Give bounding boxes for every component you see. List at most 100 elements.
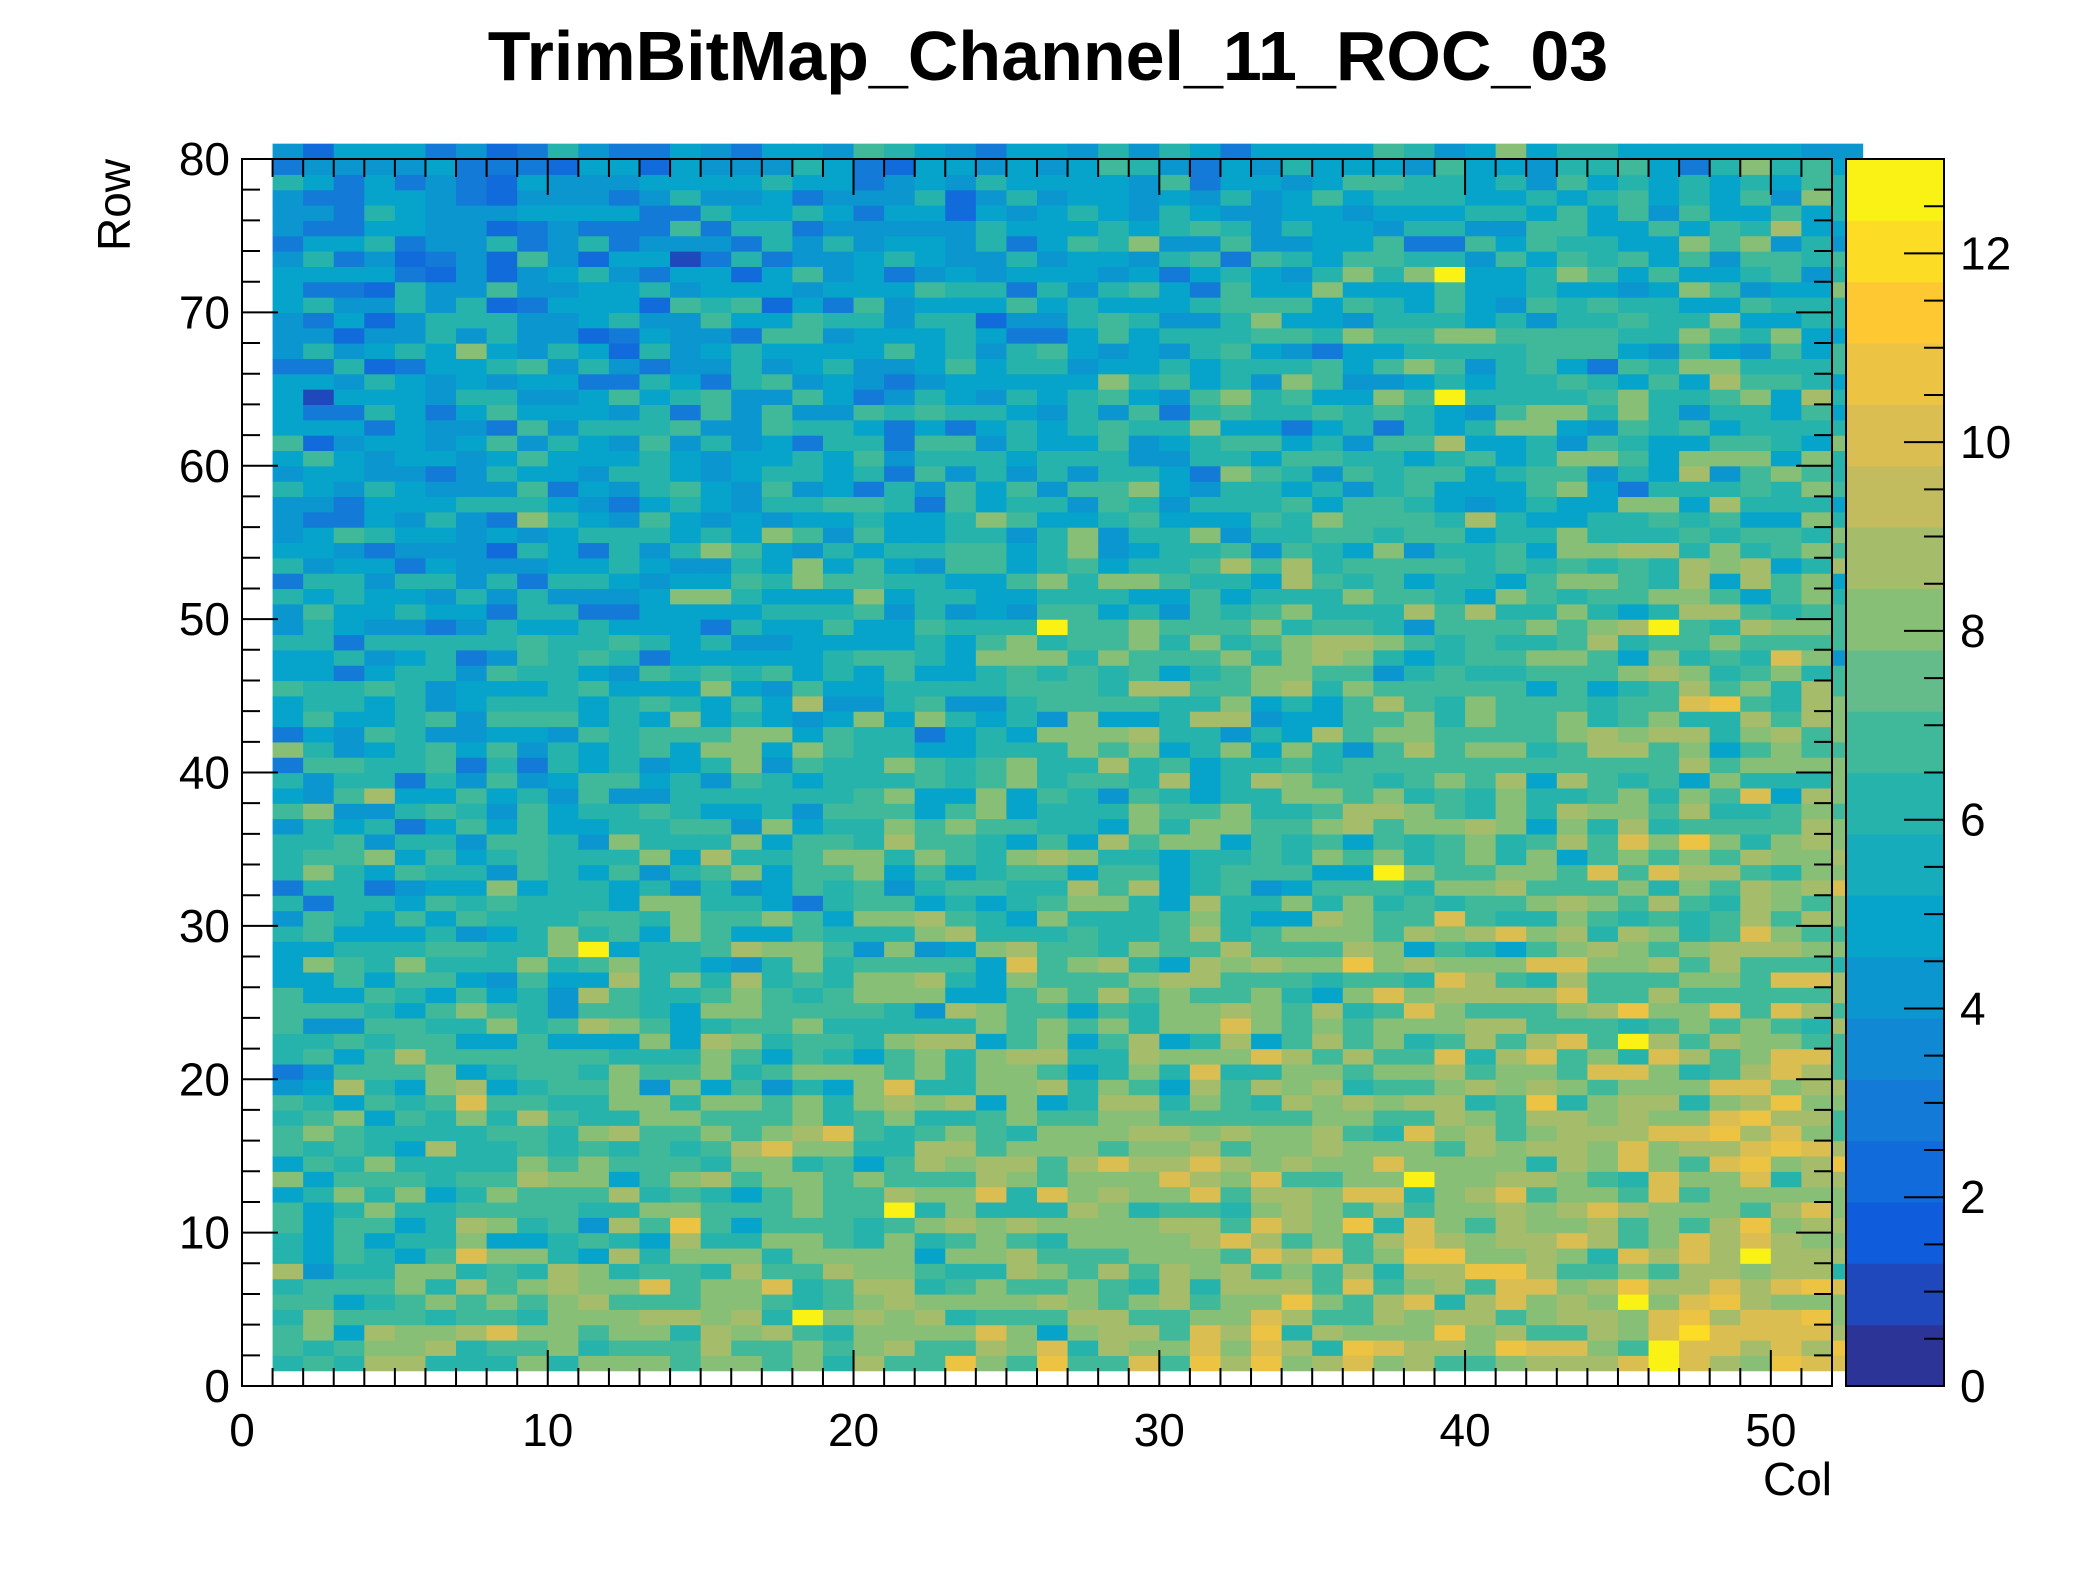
heatmap-cell: [425, 235, 457, 252]
heatmap-cell: [1098, 220, 1130, 237]
heatmap-cell: [1098, 818, 1130, 835]
heatmap-cell: [1679, 849, 1711, 866]
heatmap-cell: [1801, 864, 1833, 881]
heatmap-cell: [822, 695, 855, 712]
heatmap-cell: [1465, 389, 1497, 405]
heatmap-cell: [1495, 481, 1527, 498]
heatmap-cell: [1434, 971, 1466, 988]
heatmap-cell: [1587, 1309, 1619, 1326]
heatmap-cell: [1617, 1232, 1650, 1249]
heatmap-cell: [1556, 419, 1588, 436]
heatmap-cell: [1373, 1232, 1405, 1249]
heatmap-cell: [1434, 220, 1466, 237]
heatmap-cell: [1709, 1002, 1741, 1019]
heatmap-cell: [1465, 619, 1497, 636]
heatmap-cell: [884, 1355, 916, 1372]
heatmap-cell: [425, 358, 457, 375]
heatmap-cell: [1403, 956, 1436, 973]
heatmap-cell: [333, 373, 365, 390]
heatmap-cell: [364, 573, 396, 590]
heatmap-cell: [1709, 910, 1741, 927]
heatmap-cell: [670, 971, 702, 988]
heatmap-cell: [1556, 481, 1588, 498]
heatmap-cell: [364, 588, 396, 605]
heatmap-cell: [1434, 527, 1466, 544]
heatmap-cell: [1740, 711, 1772, 728]
heatmap-cell: [1526, 1309, 1558, 1326]
heatmap-cell: [1801, 220, 1833, 237]
heatmap-cell: [1159, 419, 1191, 436]
heatmap-cell: [670, 465, 702, 482]
heatmap-cell: [670, 1125, 702, 1142]
heatmap-cell: [1740, 573, 1772, 590]
heatmap-cell: [1220, 1017, 1252, 1034]
heatmap-cell: [975, 159, 1008, 175]
heatmap-cell: [1037, 1140, 1069, 1157]
heatmap-cell: [1067, 879, 1099, 896]
heatmap-cell: [1801, 818, 1833, 835]
heatmap-cell: [975, 1125, 1008, 1142]
heatmap-cell: [1251, 1033, 1283, 1050]
heatmap-cell: [853, 542, 885, 559]
heatmap-cell: [1740, 358, 1772, 375]
heatmap-cell: [1617, 741, 1650, 758]
heatmap-cell: [608, 757, 641, 774]
heatmap-cell: [1128, 1355, 1160, 1372]
heatmap-cell: [1189, 1309, 1222, 1326]
heatmap-cell: [792, 649, 824, 666]
heatmap-cell: [608, 803, 641, 820]
heatmap-cell: [1556, 1109, 1588, 1126]
heatmap-cell: [1617, 389, 1650, 405]
heatmap-cell: [1465, 803, 1497, 820]
heatmap-cell: [761, 1002, 793, 1019]
heatmap-cell: [700, 251, 732, 267]
heatmap-cell: [364, 251, 396, 267]
heatmap-cell: [1342, 465, 1374, 482]
heatmap-cell: [333, 481, 365, 498]
heatmap-cell: [1770, 542, 1803, 559]
heatmap-cell: [1251, 389, 1283, 405]
heatmap-cell: [1403, 588, 1436, 605]
heatmap-cell: [639, 634, 671, 651]
heatmap-cell: [1342, 833, 1374, 850]
heatmap-cell: [639, 711, 671, 728]
heatmap-cell: [761, 1171, 793, 1188]
heatmap-cell: [1006, 542, 1038, 559]
heatmap-cell: [1251, 1293, 1283, 1310]
heatmap-cell: [1434, 956, 1466, 973]
heatmap-cell: [1220, 312, 1252, 329]
heatmap-cell: [1679, 895, 1711, 912]
heatmap-cell: [1679, 450, 1711, 467]
heatmap-cell: [608, 1217, 641, 1234]
heatmap-cell: [914, 435, 946, 452]
heatmap-cell: [608, 1278, 641, 1295]
heatmap-cell: [425, 389, 457, 405]
heatmap-cell: [1251, 956, 1283, 973]
heatmap-cell: [1403, 1278, 1436, 1295]
heatmap-cell: [700, 818, 732, 835]
heatmap-cell: [1342, 573, 1374, 590]
heatmap-cell: [394, 557, 427, 574]
heatmap-cell: [700, 159, 732, 175]
heatmap-cell: [486, 787, 518, 804]
heatmap-cell: [1648, 465, 1680, 482]
heatmap-cell: [853, 1232, 885, 1249]
heatmap-cell: [853, 143, 885, 160]
heatmap-cell: [884, 1048, 916, 1065]
heatmap-cell: [1251, 297, 1283, 313]
heatmap-cell: [700, 879, 732, 896]
heatmap-cell: [456, 358, 488, 375]
heatmap-cell: [1373, 695, 1405, 712]
heatmap-cell: [792, 864, 824, 881]
heatmap-cell: [1587, 327, 1619, 344]
heatmap-cell: [914, 695, 946, 712]
heatmap-cell: [547, 895, 579, 912]
heatmap-cell: [394, 941, 427, 958]
heatmap-cell: [1373, 895, 1405, 912]
heatmap-cell: [1679, 297, 1711, 313]
y-tick-label: 30: [179, 900, 230, 952]
heatmap-cell: [1526, 527, 1558, 544]
heatmap-cell: [1067, 956, 1099, 973]
heatmap-cell: [1128, 389, 1160, 405]
heatmap-cell: [425, 649, 457, 666]
